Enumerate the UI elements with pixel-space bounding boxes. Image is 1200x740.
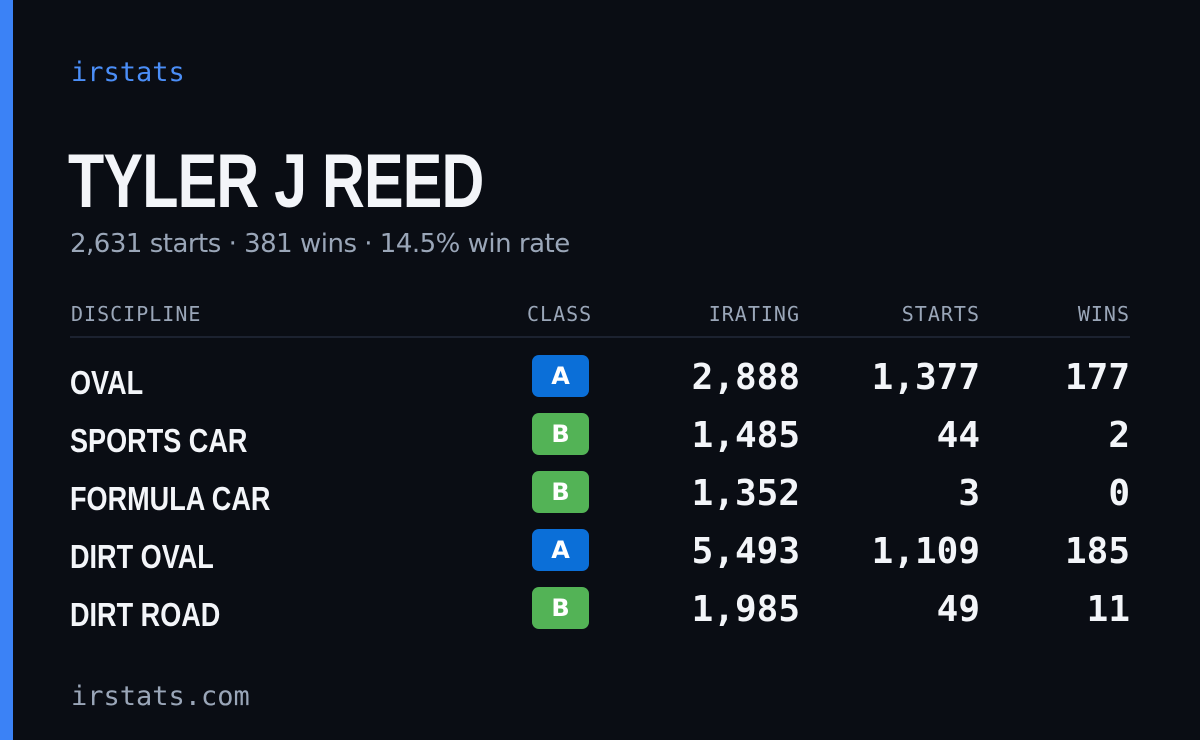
discipline-name: SPORTS CAR [70, 422, 248, 459]
starts-value: 1,377 [871, 357, 980, 398]
wins-value: 2 [1108, 415, 1130, 456]
table-row: OVAL A 2,888 1,377 177 [0, 355, 1200, 413]
discipline-name: OVAL [70, 364, 144, 401]
table-row: FORMULA CAR B 1,352 3 0 [0, 471, 1200, 529]
accent-bar [0, 0, 13, 740]
header-starts: STARTS [901, 302, 980, 326]
discipline-name: DIRT ROAD [70, 596, 221, 633]
starts-value: 1,109 [871, 531, 980, 572]
class-badge: B [532, 413, 589, 455]
wins-value: 177 [1064, 357, 1130, 398]
irating-value: 1,985 [691, 589, 800, 630]
header-divider [70, 336, 1130, 338]
brand-logo-text: irstats [71, 57, 185, 88]
table-row: DIRT ROAD B 1,985 49 11 [0, 587, 1200, 645]
header-class: CLASS [527, 302, 593, 326]
wins-value: 185 [1064, 531, 1130, 572]
irating-value: 5,493 [691, 531, 800, 572]
discipline-name: FORMULA CAR [70, 480, 271, 517]
starts-value: 44 [936, 415, 980, 456]
class-badge: B [532, 471, 589, 513]
wins-value: 0 [1108, 473, 1130, 514]
driver-summary: 2,631 starts · 381 wins · 14.5% win rate [70, 229, 570, 259]
class-badge: A [532, 529, 589, 571]
table-row: SPORTS CAR B 1,485 44 2 [0, 413, 1200, 471]
header-irating: IRATING [708, 302, 800, 326]
table-row: DIRT OVAL A 5,493 1,109 185 [0, 529, 1200, 587]
footer-url: irstats.com [71, 681, 250, 712]
starts-value: 49 [936, 589, 980, 630]
header-discipline: DISCIPLINE [71, 302, 202, 326]
driver-name: TYLER J REED [68, 139, 484, 224]
class-badge: A [532, 355, 589, 397]
class-badge: B [532, 587, 589, 629]
irating-value: 1,352 [691, 473, 800, 514]
irating-value: 1,485 [691, 415, 800, 456]
discipline-name: DIRT OVAL [70, 538, 214, 575]
starts-value: 3 [958, 473, 980, 514]
irating-value: 2,888 [691, 357, 800, 398]
header-wins: WINS [1077, 302, 1130, 326]
wins-value: 11 [1086, 589, 1130, 630]
